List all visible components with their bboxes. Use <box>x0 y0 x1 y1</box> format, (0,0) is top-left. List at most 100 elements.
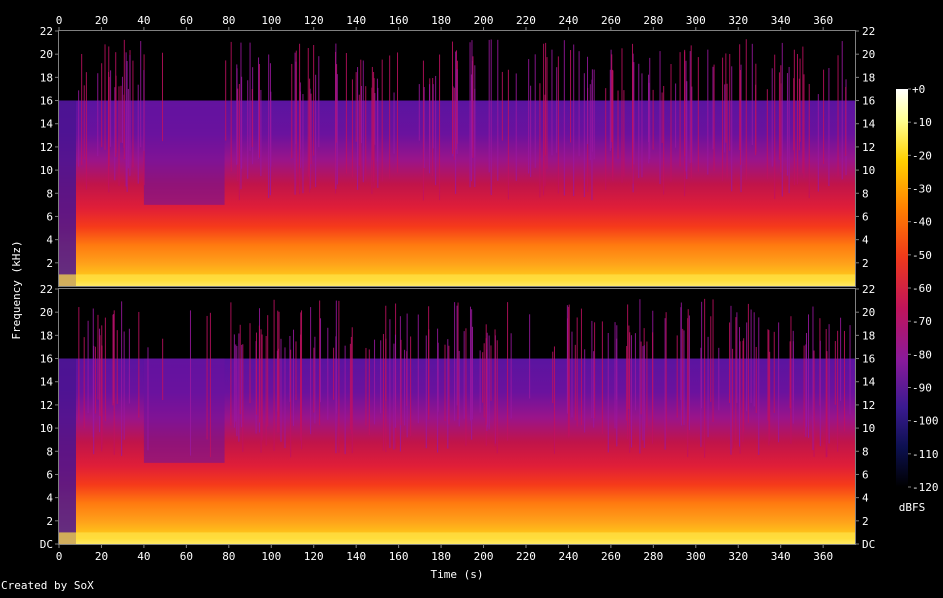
spectral-spike <box>739 70 741 165</box>
y-tick-label-left: 6 <box>46 468 53 481</box>
spectral-spike <box>290 349 292 458</box>
spectral-spike <box>766 89 768 180</box>
y-tick-label-right: 10 <box>862 422 875 435</box>
spectral-spike <box>189 310 191 456</box>
spectral-spike <box>87 320 89 413</box>
spectral-spike <box>805 344 807 437</box>
spectral-spike <box>769 351 771 441</box>
spectral-spike <box>704 298 706 458</box>
spectral-spike <box>617 90 619 159</box>
spectral-spike <box>843 330 845 432</box>
spectral-spike <box>616 338 618 400</box>
spectral-spike <box>239 324 241 415</box>
spectral-spike <box>745 39 747 180</box>
spectral-spike <box>78 307 80 421</box>
spectral-spike <box>611 54 613 143</box>
spectral-spike <box>261 334 263 441</box>
spectral-spike <box>358 94 360 166</box>
x-tick-label-top: 240 <box>559 14 579 27</box>
spectral-spike <box>368 349 370 436</box>
spectral-spike <box>374 339 376 425</box>
colorbar-tick-label: -20 <box>912 149 932 162</box>
spectral-spike <box>849 325 851 415</box>
spectral-spike <box>781 42 783 197</box>
spectral-spike <box>410 336 412 437</box>
spectral-spike <box>237 88 239 182</box>
x-tick-label-top: 360 <box>813 14 833 27</box>
low-frequency-band <box>59 532 855 544</box>
spectral-spike <box>640 341 642 415</box>
spectral-spike <box>300 312 302 430</box>
spectral-spike <box>447 339 449 449</box>
y-tick-label-right: 6 <box>862 468 869 481</box>
spectral-spike <box>293 329 295 426</box>
spectral-spike <box>576 317 578 427</box>
y-tick-label-left: 18 <box>40 329 53 342</box>
y-tick-label-left: 18 <box>40 71 53 84</box>
spectral-spike <box>345 53 347 174</box>
spectral-spike <box>123 39 125 160</box>
spectral-spike <box>570 50 572 143</box>
spectral-spike <box>551 49 553 156</box>
spectral-spike <box>682 328 684 425</box>
y-tick-label-right: 16 <box>862 95 875 108</box>
colorbar-tick-label: -100 <box>912 415 939 428</box>
spectral-spike <box>743 338 745 433</box>
spectral-spike <box>361 85 363 144</box>
spectral-spike <box>758 317 760 455</box>
spectral-spike <box>238 83 240 201</box>
spectral-spike <box>113 313 115 403</box>
y-tick-label-right: 4 <box>862 492 869 505</box>
y-tick-label-right: 10 <box>862 164 875 177</box>
spectral-spike <box>750 309 752 403</box>
spectral-spike <box>834 341 836 405</box>
spectral-spike <box>382 333 384 451</box>
y-tick-label-left: 16 <box>40 353 53 366</box>
spectral-spike <box>94 346 96 414</box>
spectral-spike <box>81 53 83 165</box>
y-tick-label-left: 14 <box>40 118 54 131</box>
spectral-spike <box>501 71 503 141</box>
spectral-spike <box>840 317 842 401</box>
spectral-spike <box>289 335 291 402</box>
spectral-spike <box>469 42 471 188</box>
spectral-spike <box>425 335 427 449</box>
colorbar-tick-label: -120 <box>912 481 939 494</box>
spectral-spike <box>267 315 269 427</box>
spectral-spike <box>393 92 395 154</box>
spectral-spike <box>486 349 488 431</box>
spectral-spike <box>803 74 805 178</box>
spectral-spike <box>423 87 425 168</box>
spectral-spike <box>621 48 623 183</box>
spectral-spike <box>736 312 738 403</box>
x-tick-label-bottom: 180 <box>431 550 451 563</box>
spectral-spike <box>314 336 316 424</box>
spectral-spike <box>432 84 434 149</box>
spectral-spike <box>255 332 257 415</box>
spectral-spike <box>377 87 379 188</box>
spectral-spike <box>83 85 85 160</box>
colorbar-tick-label: -70 <box>912 315 932 328</box>
spectral-spike <box>85 72 87 190</box>
x-tick-label-bottom: 300 <box>686 550 706 563</box>
x-tick-label-bottom: 160 <box>389 550 409 563</box>
spectral-spike <box>773 331 775 413</box>
spectral-spike <box>104 44 106 150</box>
colorbar: +0 -10 -20 -30 -40 -50 -60 -70 -80 -90 -100 -110 -12… <box>896 83 939 494</box>
y-tick-label-right: 22 <box>862 25 875 38</box>
y-tick-label-left: 12 <box>40 141 53 154</box>
y-tick-label-left: 22 <box>40 283 53 296</box>
y-tick-label-right: 2 <box>862 515 869 528</box>
spectral-spike <box>428 306 430 420</box>
x-tick-label-top: 300 <box>686 14 706 27</box>
y-tick-label-left: 22 <box>40 25 53 38</box>
spectral-spike <box>456 69 458 154</box>
spectral-spike <box>642 346 644 441</box>
x-tick-label-top: 320 <box>728 14 748 27</box>
spectral-spike <box>732 348 734 449</box>
spectral-spike <box>270 91 272 167</box>
spectral-spike <box>319 300 321 426</box>
x-tick-label-top: 60 <box>180 14 193 27</box>
spectral-spike <box>646 341 648 428</box>
spectral-spike <box>265 335 267 446</box>
